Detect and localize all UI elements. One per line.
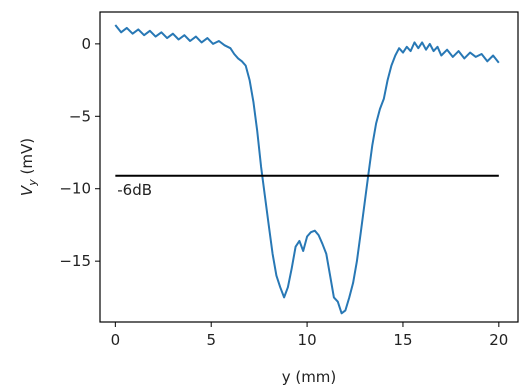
y-axis-label-unit: (mV) <box>18 138 36 179</box>
x-tick-label: 5 <box>206 331 216 349</box>
reference-line-label: -6dB <box>117 181 152 199</box>
x-tick-label: 15 <box>393 331 412 349</box>
plot-frame <box>99 11 519 323</box>
x-tick-label: 20 <box>489 331 508 349</box>
y-axis-label-main: V <box>18 184 36 196</box>
y-tick-label: −10 <box>59 180 91 198</box>
x-tick-label: 10 <box>298 331 317 349</box>
y-axis-label: Vy (mV) <box>18 138 39 196</box>
y-axis-label-subscript: y <box>26 179 39 187</box>
x-axis-label: y (mm) <box>282 368 337 386</box>
y-tick-label: −15 <box>59 252 91 270</box>
y-tick-label: −5 <box>69 107 91 125</box>
series-line <box>114 24 500 315</box>
y-tick-label: 0 <box>81 35 91 53</box>
x-tick-label: 0 <box>111 331 121 349</box>
